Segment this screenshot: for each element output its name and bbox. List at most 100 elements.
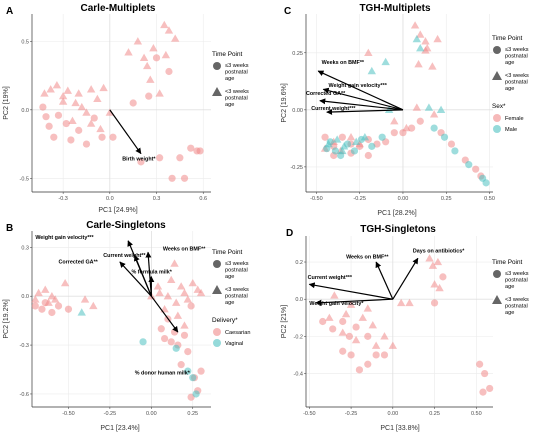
- data-point-triangle: [180, 288, 189, 297]
- data-point-circle: [189, 374, 197, 382]
- data-point-circle: [357, 135, 366, 144]
- data-point-triangle: [170, 259, 179, 267]
- legend-item: Vaginal: [225, 341, 243, 347]
- data-point-triangle: [89, 301, 98, 310]
- x-tick-label: 0.25: [187, 411, 198, 417]
- data-point-triangle: [396, 298, 406, 307]
- data-point-triangle: [52, 81, 62, 89]
- data-point-triangle: [183, 295, 192, 303]
- data-point-triangle: [330, 291, 339, 299]
- x-tick-label: 0.00: [398, 196, 409, 202]
- data-point-circle: [390, 129, 398, 137]
- data-point-circle: [482, 179, 490, 187]
- data-point-triangle: [149, 44, 158, 52]
- data-point-triangle: [160, 305, 169, 313]
- legend-key-circle: [213, 260, 221, 268]
- data-point-triangle: [421, 37, 430, 45]
- legend-key-triangle: [492, 71, 502, 80]
- data-point-triangle: [428, 62, 437, 70]
- legend-key-color: [213, 339, 221, 347]
- loading-vectors: Weeks on BMF** Weight gain velocity*** Cor…: [306, 60, 404, 115]
- legend: Time Point ≤3 weeks postnatal age <3 weeks po…: [212, 51, 249, 108]
- data-point-circle: [192, 390, 200, 398]
- loading-label: % formula milk*: [131, 269, 172, 275]
- data-point-circle: [329, 325, 337, 333]
- data-point-circle: [39, 103, 47, 111]
- panel-letter: B: [6, 223, 13, 234]
- x-axis-label: PC1 [23.4%]: [100, 425, 139, 432]
- data-point-triangle: [180, 321, 189, 329]
- legend-key-color: [493, 125, 501, 133]
- data-point-circle: [339, 347, 347, 355]
- data-point-circle: [338, 133, 346, 141]
- data-point-triangle: [93, 94, 102, 103]
- data-point-triangle: [384, 105, 394, 113]
- x-tick-label: -0.3: [58, 196, 67, 202]
- data-point-triangle: [46, 85, 55, 93]
- x-tick-label: -0.25: [353, 196, 366, 202]
- data-points: [31, 259, 206, 401]
- x-tick-label: 0.00: [146, 411, 157, 417]
- x-tick-label: 0.3: [153, 196, 161, 202]
- data-point-triangle: [410, 21, 420, 29]
- data-point-circle: [42, 113, 50, 121]
- data-point-circle: [157, 325, 165, 333]
- legend-item: ≤3 weeks postnatal age: [225, 63, 249, 82]
- data-point-triangle: [86, 119, 96, 127]
- legend-item: <3 weeks postnatal age: [505, 297, 529, 316]
- data-point-triangle: [176, 282, 186, 290]
- data-point-circle: [378, 133, 386, 141]
- data-point-circle: [64, 305, 73, 313]
- panel-title: Carle-Multiplets: [80, 3, 155, 14]
- legend-item: <3 weeks postnatal age: [225, 89, 249, 108]
- data-point-circle: [364, 332, 372, 340]
- data-point-triangle: [139, 53, 149, 61]
- data-point-circle: [364, 360, 372, 368]
- data-point-triangle: [34, 288, 43, 297]
- data-point-triangle: [96, 124, 105, 133]
- data-point-triangle: [338, 328, 347, 336]
- y-tick-label: 0.3: [21, 245, 29, 251]
- x-tick-label: -0.25: [104, 411, 117, 417]
- y-tick-label: -0.3: [20, 343, 29, 349]
- y-tick-label: 0.25: [292, 51, 303, 57]
- y-tick-label: 0.2: [295, 260, 303, 266]
- loading-vectors: Weeks on BMF** Days on antibiotics* Curren…: [308, 249, 466, 307]
- data-point-circle: [160, 334, 169, 343]
- data-point-circle: [187, 302, 195, 310]
- data-point-triangle: [332, 135, 342, 143]
- loading-arrow: [109, 109, 142, 155]
- data-point-triangle: [380, 332, 389, 340]
- data-point-triangle: [31, 295, 40, 303]
- legend-key-color: [493, 114, 501, 122]
- x-tick-label: 0.25: [429, 411, 440, 417]
- data-point-triangle: [341, 309, 351, 318]
- data-point-triangle: [381, 57, 390, 66]
- legend-title: Time Point: [492, 259, 523, 266]
- x-tick-label: 0.25: [441, 196, 452, 202]
- loading-label: Weight gain velocity***: [35, 235, 94, 241]
- panel-letter: A: [6, 6, 13, 17]
- loading-label: Birth weight*: [122, 157, 156, 163]
- loading-label: Weight gain velocity*: [309, 301, 364, 307]
- data-point-triangle: [346, 133, 356, 141]
- loading-vectors: Birth weight*: [109, 109, 156, 163]
- data-point-triangle: [368, 321, 377, 329]
- y-axis-label: PC2 [19%]: [3, 86, 10, 120]
- data-point-triangle: [41, 285, 50, 293]
- data-point-circle: [54, 302, 63, 310]
- legend-item: ≤3 weeks postnatal age: [505, 47, 529, 66]
- legend-title: Time Point: [212, 51, 243, 58]
- data-point-circle: [408, 124, 416, 132]
- data-point-triangle: [388, 341, 398, 349]
- data-point-circle: [355, 366, 364, 374]
- data-point-triangle: [71, 98, 80, 107]
- data-point-circle: [399, 129, 407, 137]
- legend: Time Point ≤3 weeks postnatal age <3 weeks po…: [492, 35, 529, 133]
- data-point-circle: [38, 305, 46, 313]
- data-point-circle: [50, 133, 58, 141]
- data-point-circle: [430, 299, 439, 307]
- data-point-circle: [481, 369, 489, 378]
- data-point-circle: [165, 67, 173, 76]
- legend-item: ≤3 weeks postnatal age: [505, 271, 529, 290]
